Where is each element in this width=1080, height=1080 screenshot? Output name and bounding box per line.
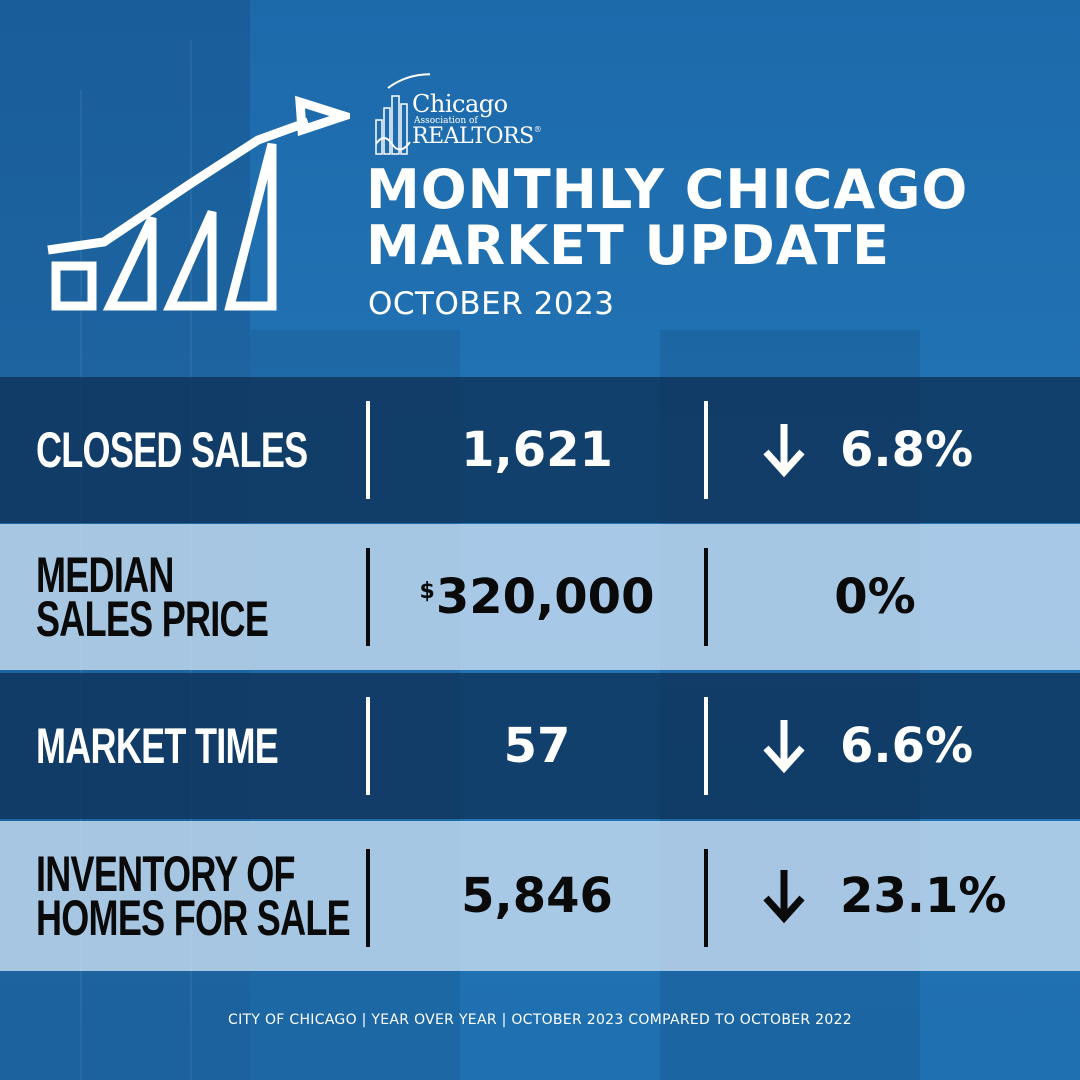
report-month: OCTOBER 2023 (368, 286, 615, 322)
metric-change-text: 23.1% (840, 868, 1007, 924)
metric-label: MARKET TIME (36, 673, 279, 819)
metric-label: INVENTORY OF HOMES FOR SALE (36, 821, 351, 971)
metric-change: 6.8% (760, 377, 1060, 523)
metric-change-text: 0% (834, 569, 916, 625)
metric-change-text: 6.6% (840, 718, 974, 774)
metric-change: 0% (708, 524, 1042, 670)
metric-row-median-sales-price: MEDIAN SALES PRICE $320,000 0% (0, 524, 1080, 670)
metric-change: 6.6% (760, 673, 1060, 819)
metric-label-line-1: MEDIAN (36, 547, 174, 603)
footer-note: CITY OF CHICAGO | YEAR OVER YEAR | OCTOB… (228, 1012, 852, 1028)
metric-label-line-1: MARKET TIME (36, 718, 279, 774)
metric-change: 23.1% (760, 821, 1060, 971)
logo-text-realtors: REALTORS (412, 124, 534, 149)
metric-value: 57 (370, 673, 704, 819)
column-divider (704, 697, 708, 795)
metric-value: 1,621 (370, 377, 704, 523)
metric-row-inventory: INVENTORY OF HOMES FOR SALE 5,846 23.1% (0, 821, 1080, 971)
chicago-association-of-realtors-logo: Chicago Association of REALTORS® (370, 68, 542, 158)
column-divider (704, 849, 708, 947)
logo-text-association: Association of (414, 116, 478, 126)
title-line-2: MARKET UPDATE (366, 214, 891, 277)
metric-value-text: 320,000 (435, 569, 655, 625)
metric-label-line-2: HOMES FOR SALE (36, 890, 351, 946)
skyline-icon (375, 73, 430, 155)
metric-label-line-2: SALES PRICE (36, 591, 269, 647)
metric-change-text: 6.8% (840, 422, 974, 478)
page-title: MONTHLY CHICAGO MARKET UPDATE (366, 162, 968, 274)
column-divider (366, 548, 370, 646)
metric-label: MEDIAN SALES PRICE (36, 524, 269, 670)
metric-value: $320,000 (370, 524, 704, 670)
column-divider (704, 401, 708, 499)
metric-value-text: 5,846 (461, 868, 613, 924)
column-divider (366, 401, 370, 499)
column-divider (704, 548, 708, 646)
down-arrow-icon (763, 424, 805, 478)
metric-label: CLOSED SALES (36, 377, 308, 523)
rising-bar-chart-icon (47, 95, 350, 311)
logo-text-chicago: Chicago (412, 90, 508, 118)
column-divider (366, 849, 370, 947)
registered-mark: ® (533, 125, 542, 134)
down-arrow-icon (763, 720, 805, 774)
title-line-1: MONTHLY CHICAGO (366, 158, 969, 221)
down-arrow-icon (763, 870, 805, 924)
metric-row-closed-sales: CLOSED SALES 1,621 6.8% (0, 377, 1080, 523)
metric-value-text: 1,621 (461, 422, 613, 478)
metric-row-market-time: MARKET TIME 57 6.6% (0, 673, 1080, 819)
metric-label-line-1: CLOSED SALES (36, 422, 308, 478)
column-divider (366, 697, 370, 795)
currency-symbol: $ (419, 578, 435, 604)
metric-value: 5,846 (370, 821, 704, 971)
metric-label-line-1: INVENTORY OF (36, 846, 295, 902)
metric-value-text: 57 (503, 718, 571, 774)
